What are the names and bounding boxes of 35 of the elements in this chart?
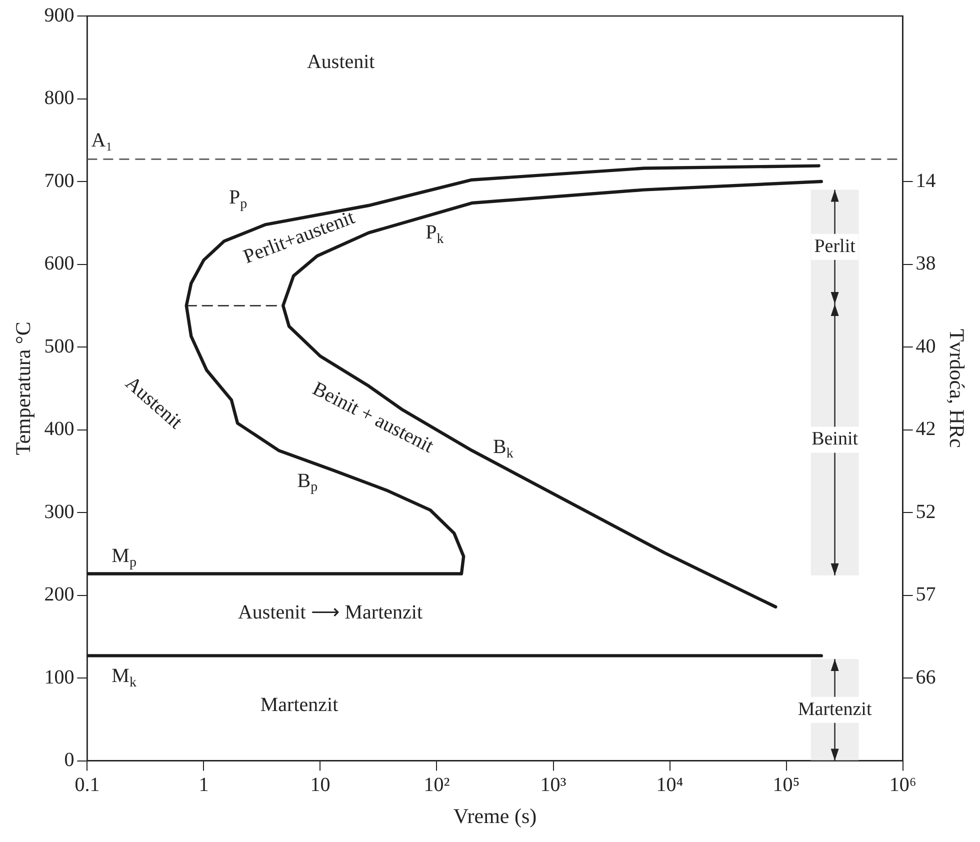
x-tick-label: 10⁴: [656, 774, 684, 796]
y-tick-label: 200: [44, 584, 74, 606]
annotation: Austenit: [306, 51, 376, 74]
y-tick-label: 800: [44, 87, 74, 110]
category-label: 57: [916, 584, 936, 606]
band-label: Beinit: [812, 428, 859, 450]
category-label: 38: [916, 252, 936, 275]
x-tick-label: 10³: [540, 774, 566, 796]
category-label: 52: [916, 500, 936, 523]
y-tick-label: 500: [44, 335, 74, 358]
y-tick-label: 600: [44, 252, 74, 275]
y-tick-label: 900: [44, 4, 74, 26]
band-label: Perlit: [814, 236, 856, 257]
x-tick-label: 10⁵: [772, 774, 800, 796]
x-tick-label: 10⁶: [889, 774, 916, 796]
y-tick-label: 300: [44, 500, 74, 523]
category-label: 66: [916, 666, 936, 688]
ref-line-label: A₁: [91, 129, 113, 152]
band-label: Martenzit: [798, 698, 872, 720]
y2-axis-title: Tvrdoća, HRc: [944, 328, 969, 448]
annotation: Austenit ⟶ Martenzit: [238, 602, 423, 624]
x-tick-label: 10: [310, 774, 330, 796]
annotation: Martenzit: [260, 694, 339, 716]
x-axis-title: Vreme (s): [453, 804, 537, 828]
y-axis-title: Temperatura °C: [11, 322, 36, 456]
x-tick-label: 1: [198, 774, 209, 796]
x-tick-label: 10²: [424, 774, 450, 796]
category-label: 40: [916, 335, 936, 358]
y-tick-label: 400: [44, 418, 74, 440]
category-label: 42: [916, 418, 936, 440]
category-label: 14: [916, 170, 936, 192]
y-tick-label: 0: [64, 749, 74, 772]
y-tick-label: 100: [44, 666, 74, 688]
y-tick-label: 700: [44, 170, 74, 192]
x-tick-label: 0.1: [74, 774, 100, 796]
